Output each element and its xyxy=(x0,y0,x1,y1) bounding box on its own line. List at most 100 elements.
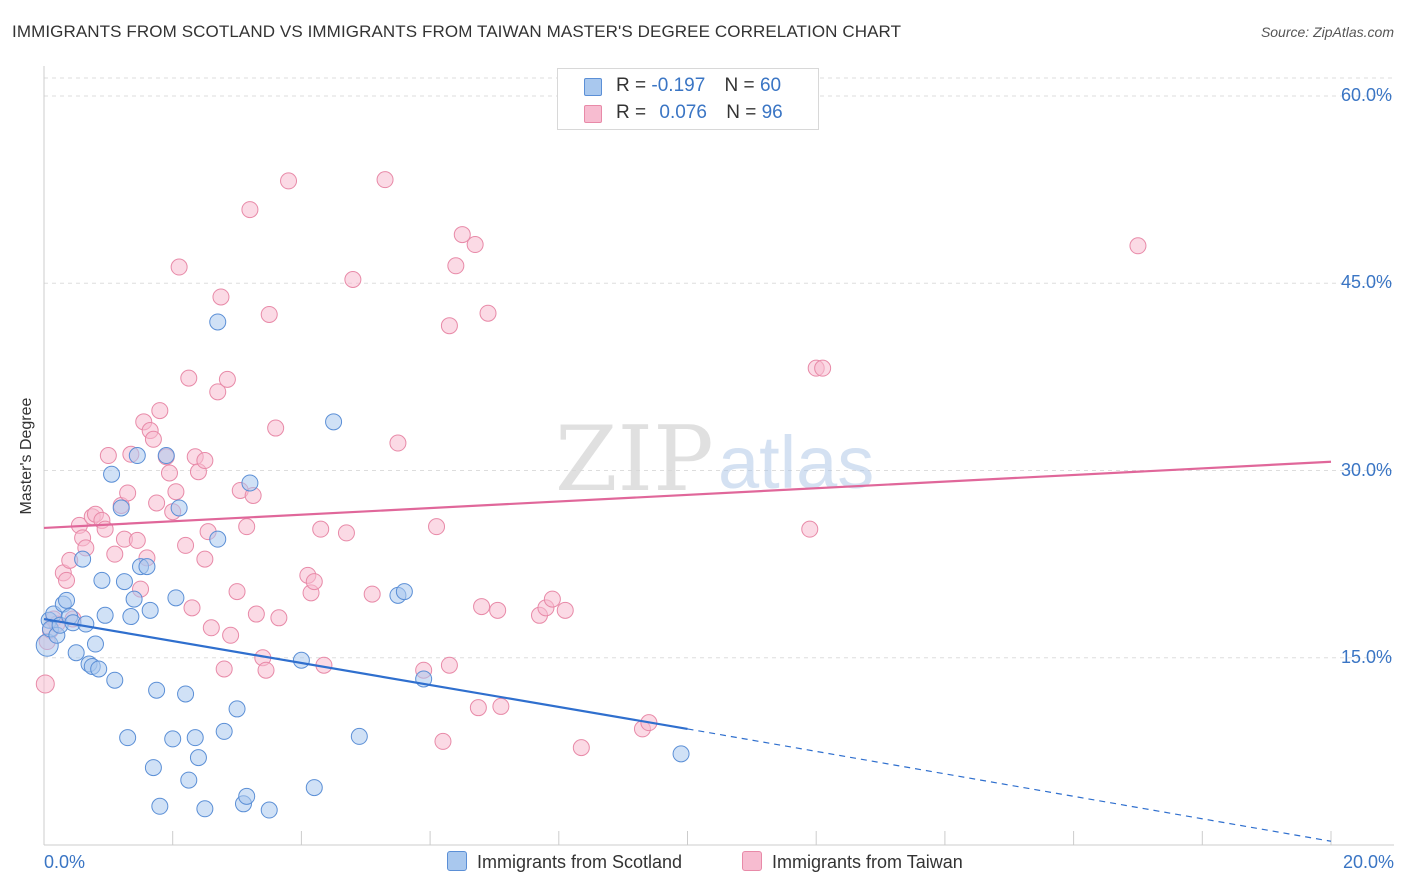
legend-r-label-taiwan: R = xyxy=(616,102,647,123)
scotland-point xyxy=(77,615,95,633)
scotland-point xyxy=(177,685,195,703)
bottom-legend-label-scotland: Immigrants from Scotland xyxy=(477,852,683,872)
watermark: ZIP atlas xyxy=(555,407,874,512)
taiwan-point xyxy=(180,369,198,387)
taiwan-point xyxy=(389,434,407,452)
scotland-point xyxy=(148,681,166,699)
scotland-point xyxy=(151,797,169,815)
scotland-point xyxy=(238,787,256,805)
y-tick-label: 60.0% xyxy=(1340,85,1392,105)
scotland-point xyxy=(305,779,323,797)
legend-n-label-taiwan: N = xyxy=(726,102,757,123)
y-axis-label: Master's Degree xyxy=(18,397,35,515)
scotland-point xyxy=(93,571,111,589)
taiwan-point xyxy=(148,494,166,512)
bottom-legend-swatch-taiwan xyxy=(742,851,762,872)
scotland-point xyxy=(141,601,159,619)
scotland-point xyxy=(350,727,368,745)
chart-title: IMMIGRANTS FROM SCOTLAND VS IMMIGRANTS F… xyxy=(12,22,902,41)
scotland-point xyxy=(119,729,137,747)
taiwan-trendline xyxy=(43,460,1332,530)
taiwan-point xyxy=(473,598,491,616)
scotland-point xyxy=(96,606,114,624)
legend-r-label-scotland: R = xyxy=(616,75,647,96)
scotland-point xyxy=(241,474,259,492)
scotland-point xyxy=(112,499,130,517)
taiwan-point xyxy=(183,599,201,617)
scotland-point xyxy=(292,651,310,669)
axes xyxy=(43,66,1394,846)
scotland-point xyxy=(209,530,227,548)
taiwan-point xyxy=(144,430,162,448)
scotland-point xyxy=(196,800,214,818)
taiwan-point xyxy=(376,171,394,189)
scotland-point xyxy=(215,722,233,740)
taiwan-point xyxy=(469,699,487,717)
taiwan-point xyxy=(177,536,195,554)
taiwan-point xyxy=(572,739,590,757)
scotland-point xyxy=(138,558,156,576)
taiwan-point xyxy=(202,619,220,637)
taiwan-point xyxy=(556,601,574,619)
taiwan-point xyxy=(99,447,117,465)
scotland-point xyxy=(115,573,133,591)
scotland-point xyxy=(144,759,162,777)
taiwan-point xyxy=(280,172,298,190)
scotland-point xyxy=(90,660,108,678)
taiwan-point xyxy=(209,383,227,401)
legend-swatch-taiwan xyxy=(584,105,602,123)
scotland-trendline xyxy=(43,617,688,730)
scotland-point xyxy=(86,635,104,653)
y-tick-label: 15.0% xyxy=(1340,646,1392,667)
scotland-point xyxy=(122,608,140,626)
scotland-point xyxy=(228,700,246,718)
correlation-legend: R = -0.197 N = 60 R = 0.076 N = 96 xyxy=(557,68,819,130)
taiwan-point xyxy=(167,483,185,501)
scotland-point xyxy=(672,745,690,763)
taiwan-point xyxy=(128,531,146,549)
taiwan-point xyxy=(267,419,285,437)
taiwan-point xyxy=(489,601,507,619)
taiwan-point xyxy=(305,573,323,591)
taiwan-point xyxy=(344,271,362,289)
taiwan-point xyxy=(312,520,330,538)
taiwan-point xyxy=(196,452,214,470)
taiwan-point xyxy=(543,590,561,608)
y-tick-label: 45.0% xyxy=(1340,272,1392,293)
watermark-zip: ZIP xyxy=(555,407,714,512)
taiwan-point xyxy=(363,585,381,603)
scotland-point xyxy=(106,671,124,689)
legend-r-value-scotland: -0.197 xyxy=(651,75,706,96)
taiwan-point xyxy=(212,288,230,306)
scotland-point xyxy=(58,591,76,609)
scotland-points xyxy=(35,313,690,819)
taiwan-point xyxy=(151,402,169,420)
taiwan-point xyxy=(218,370,236,388)
legend-n-label-scotland: N = xyxy=(724,75,755,96)
trendlines xyxy=(43,460,1332,842)
taiwan-point xyxy=(440,656,458,674)
legend-n-value-taiwan: 96 xyxy=(761,102,783,123)
taiwan-point xyxy=(466,236,484,254)
taiwan-point xyxy=(247,605,265,623)
taiwan-point xyxy=(434,732,452,750)
taiwan-point xyxy=(492,697,510,715)
y-tick-label: 30.0% xyxy=(1340,459,1392,480)
taiwan-point xyxy=(801,520,819,538)
taiwan-point xyxy=(170,258,188,276)
scotland-point xyxy=(157,447,175,465)
taiwan-point xyxy=(440,317,458,335)
taiwan-point xyxy=(1129,237,1147,255)
taiwan-point xyxy=(447,257,465,275)
taiwan-point xyxy=(453,226,471,244)
scotland-point xyxy=(186,729,204,747)
scotland-point xyxy=(170,499,188,517)
taiwan-point xyxy=(479,304,497,322)
scotland-point xyxy=(128,447,146,465)
scotland-point xyxy=(325,413,343,431)
legend-r-value-taiwan: 0.076 xyxy=(659,102,707,123)
scotland-point xyxy=(180,771,198,789)
scotland-point xyxy=(164,730,182,748)
x-tick-label-max: 20.0% xyxy=(1342,852,1394,872)
